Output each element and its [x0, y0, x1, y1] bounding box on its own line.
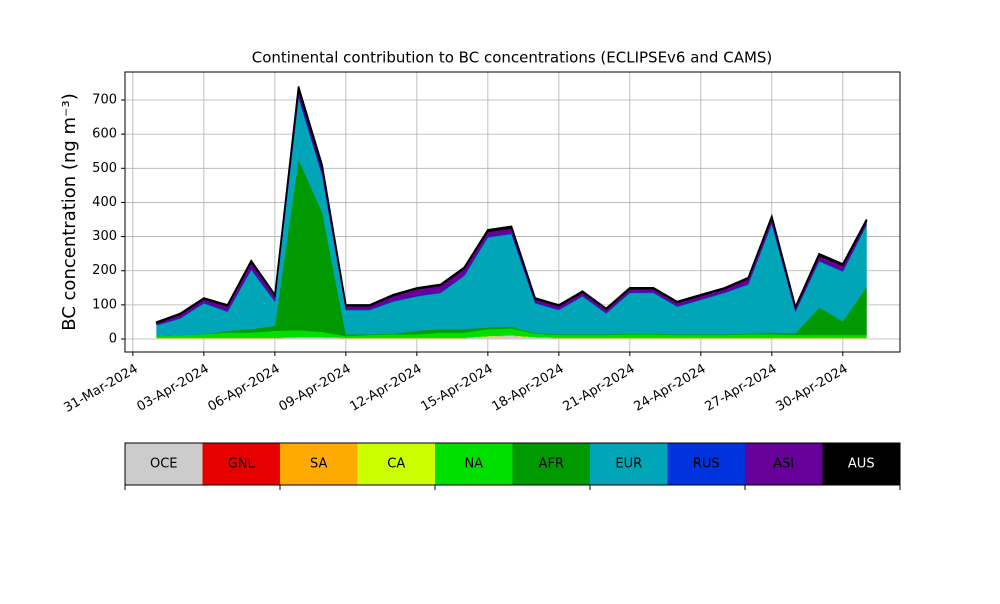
area	[156, 97, 867, 337]
legend-frame	[124, 442, 901, 486]
legend-swatch	[745, 443, 823, 485]
legend-swatch	[202, 443, 280, 485]
legend-label: OCE	[150, 457, 178, 472]
y-tick-label: 500	[92, 161, 117, 176]
legend-label: SA	[310, 457, 327, 472]
legend-label: AFR	[539, 457, 564, 472]
x-tick-label: 31-Mar-2024	[62, 362, 141, 416]
legend-label: NA	[464, 457, 483, 472]
y-axis-label: BC concentration (ng m⁻³)	[59, 93, 80, 331]
legend-swatch	[435, 443, 513, 485]
x-tick-label: 15-Apr-2024	[418, 362, 495, 415]
x-tick-label: 24-Apr-2024	[631, 362, 708, 415]
legend-swatch	[280, 443, 358, 485]
legend-swatch	[357, 443, 435, 485]
y-tick-label: 400	[92, 195, 117, 210]
x-tick-label: 12-Apr-2024	[347, 362, 424, 415]
y-tick-label: 100	[92, 297, 117, 312]
area	[155, 86, 868, 325]
legend-swatch	[512, 443, 590, 485]
legend-label: RUS	[693, 457, 720, 472]
legend-swatch	[822, 443, 900, 485]
x-tick-label: 27-Apr-2024	[702, 362, 779, 415]
y-tick-label: 200	[92, 263, 117, 278]
legend-label: EUR	[615, 457, 642, 472]
chart-title: Continental contribution to BC concentra…	[252, 49, 773, 67]
y-tick-label: 0	[109, 332, 117, 347]
legend-swatch	[667, 443, 745, 485]
x-tick-label: 03-Apr-2024	[135, 362, 212, 415]
y-tick-label: 600	[92, 127, 117, 142]
legend-label: ASI	[773, 457, 794, 472]
legend-swatch	[125, 443, 203, 485]
legend-label: AUS	[848, 457, 875, 472]
legend-label: CA	[387, 457, 405, 472]
plot-frame	[124, 71, 901, 353]
y-tick-label: 700	[92, 93, 117, 108]
x-tick-label: 09-Apr-2024	[276, 362, 353, 415]
x-tick-label: 18-Apr-2024	[489, 362, 566, 415]
x-tick-label: 06-Apr-2024	[206, 362, 283, 415]
y-tick-label: 300	[92, 229, 117, 244]
x-tick-label: 21-Apr-2024	[560, 362, 637, 415]
legend-label: GNL	[228, 457, 256, 472]
legend-swatch	[590, 443, 668, 485]
x-tick-label: 30-Apr-2024	[773, 362, 850, 415]
